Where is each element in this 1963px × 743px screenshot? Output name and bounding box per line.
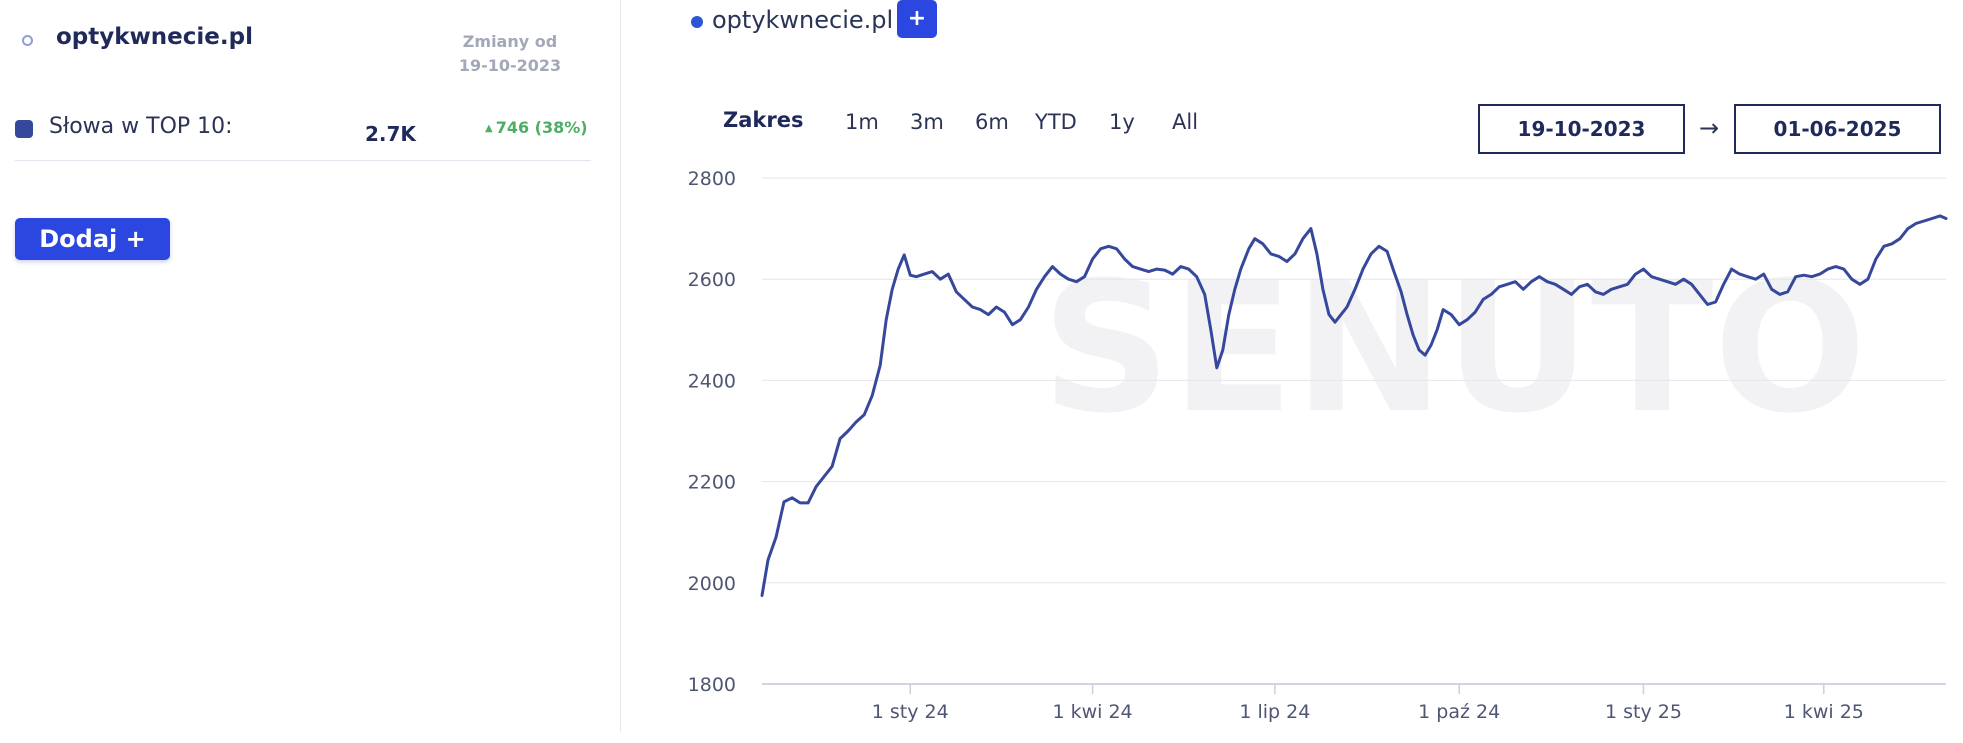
metric-row: Słowa w TOP 10: 2.7K ▲ 746 (38%) <box>15 110 591 161</box>
y-tick-label: 2400 <box>688 370 736 392</box>
metric-value: 2.7K <box>365 122 416 146</box>
range-button-6m[interactable]: 6m <box>975 110 1009 134</box>
domain-name[interactable]: optykwnecie.pl <box>56 24 253 50</box>
x-tick-label: 1 sty 24 <box>872 701 949 723</box>
left-panel: optykwnecie.pl Zmiany od 19-10-2023 Słow… <box>0 0 621 732</box>
metric-change-value: 746 (38%) <box>495 118 588 137</box>
range-button-1m[interactable]: 1m <box>845 110 879 134</box>
metric-label: Słowa w TOP 10: <box>49 114 233 139</box>
range-button-ytd[interactable]: YTD <box>1035 110 1077 134</box>
series-line-0 <box>760 214 1948 597</box>
date-range-arrow-icon: → <box>1699 114 1720 142</box>
domain-dot-icon <box>22 35 33 46</box>
legend-label: optykwnecie.pl <box>712 6 894 34</box>
y-tick-label: 2200 <box>688 472 736 494</box>
x-tick-label: 1 lip 24 <box>1239 701 1310 723</box>
changes-label: Zmiany od 19-10-2023 <box>445 30 575 78</box>
y-tick-label: 2600 <box>688 269 736 291</box>
metric-change: ▲ 746 (38%) <box>485 118 588 137</box>
legend-dot-icon <box>691 16 703 28</box>
triangle-up-icon: ▲ <box>485 123 493 134</box>
range-button-1y[interactable]: 1y <box>1109 110 1135 134</box>
legend-add-button[interactable]: + <box>897 0 937 38</box>
y-tick-label: 2000 <box>688 573 736 595</box>
range-button-all[interactable]: All <box>1172 110 1199 134</box>
changes-label-text: Zmiany od <box>462 32 558 51</box>
y-tick-label: 1800 <box>688 674 736 696</box>
x-tick-label: 1 sty 25 <box>1605 701 1682 723</box>
changes-date: 19-10-2023 <box>458 56 562 75</box>
end-date-input[interactable]: 01-06-2025 <box>1734 104 1941 154</box>
start-date-input[interactable]: 19-10-2023 <box>1478 104 1685 154</box>
range-label: Zakres <box>723 108 804 132</box>
metric-checkbox[interactable] <box>15 120 33 138</box>
y-tick-label: 2800 <box>688 168 736 190</box>
x-tick-label: 1 kwi 24 <box>1052 701 1132 723</box>
add-button[interactable]: Dodaj + <box>15 218 170 260</box>
x-tick-label: 1 kwi 25 <box>1784 701 1864 723</box>
x-tick-label: 1 paź 24 <box>1418 701 1500 723</box>
range-button-3m[interactable]: 3m <box>910 110 944 134</box>
